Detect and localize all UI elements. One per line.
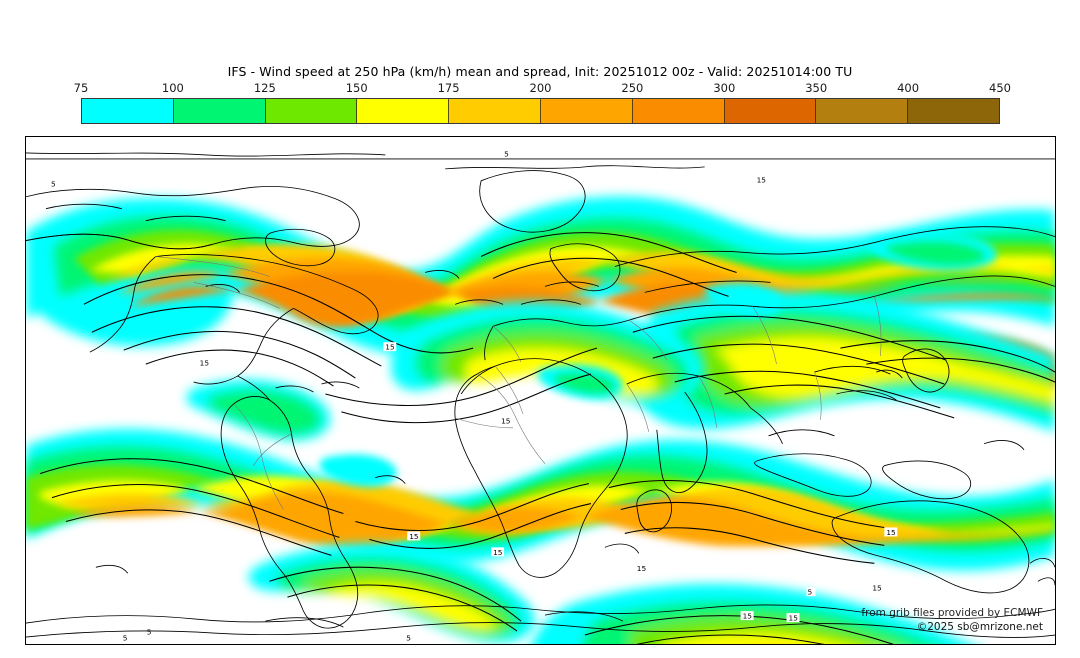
colorbar-tick-175: 175 [437, 81, 460, 95]
contour-label: 15 [754, 174, 768, 184]
contour-label: 5 [806, 587, 816, 597]
svg-text:15: 15 [757, 175, 767, 184]
colorbar-tick-200: 200 [529, 81, 552, 95]
svg-text:15: 15 [493, 548, 503, 557]
contour-label: 15 [383, 342, 397, 352]
sh-jet-amber [71, 492, 1055, 548]
svg-text:15: 15 [200, 359, 210, 368]
svg-text:15: 15 [886, 528, 896, 537]
sh-south-america-jet [248, 543, 535, 643]
svg-text:5: 5 [123, 634, 128, 643]
contour-label: 15 [491, 547, 505, 557]
svg-text:5: 5 [504, 149, 509, 158]
colorbar-band-250-300 [632, 99, 725, 123]
contour-label: 15 [197, 358, 211, 368]
colorbar-band-350-400 [816, 99, 909, 123]
colorbar-band-175-200 [449, 99, 541, 123]
map-panel[interactable]: 15 15 15 15 15 15 15 15 15 15 15 5 5 5 5… [25, 136, 1056, 645]
colorbar-tick-100: 100 [161, 81, 184, 95]
svg-text:15: 15 [743, 612, 753, 621]
colorbar-tick-150: 150 [345, 81, 368, 95]
contour-label: 5 [503, 148, 513, 158]
contour-label: 15 [786, 613, 800, 623]
contour-label-group: 15 15 15 15 15 15 15 15 15 15 15 5 5 5 5… [49, 148, 898, 643]
contour-label: 5 [121, 633, 131, 643]
colorbar-band-400-450 [908, 99, 999, 123]
colorbar: 75 100 125 150 175 200 250 300 350 400 450 [74, 81, 1011, 124]
colorbar-bands [81, 98, 1000, 124]
svg-text:15: 15 [872, 584, 882, 593]
contour-label: 15 [407, 531, 421, 541]
colorbar-band-300-350 [724, 99, 817, 123]
contour-label: 15 [884, 527, 898, 537]
contour-label: 5 [145, 627, 155, 637]
tropical-patches [319, 232, 997, 487]
svg-text:5: 5 [807, 588, 812, 597]
svg-text:5: 5 [406, 634, 411, 643]
contour-label: 15 [740, 611, 754, 621]
contour-label: 15 [634, 563, 648, 573]
colorbar-tick-125: 125 [253, 81, 276, 95]
subtropical-weak-1 [186, 379, 331, 441]
svg-text:15: 15 [501, 416, 511, 425]
colorbar-band-75-100 [82, 99, 174, 123]
colorbar-tick-450: 450 [989, 81, 1011, 95]
colorbar-band-125-150 [265, 99, 358, 123]
svg-text:5: 5 [147, 628, 152, 637]
svg-text:15: 15 [385, 343, 395, 352]
colorbar-tick-300: 300 [713, 81, 736, 95]
colorbar-tick-250: 250 [621, 81, 644, 95]
coastlines [26, 152, 1055, 638]
contour-label: 5 [405, 633, 415, 643]
spread-contours [39, 232, 1055, 644]
svg-text:15: 15 [637, 564, 647, 573]
colorbar-band-100-125 [173, 99, 266, 123]
colorbar-tick-350: 350 [805, 81, 828, 95]
page-title: IFS - Wind speed at 250 hPa (km/h) mean … [227, 64, 853, 79]
svg-text:15: 15 [409, 532, 419, 541]
svg-text:5: 5 [51, 179, 56, 188]
colorbar-tick-400: 400 [897, 81, 920, 95]
colorbar-ticks: 75 100 125 150 175 200 250 300 350 400 450 [74, 81, 1011, 97]
colorbar-tick-75: 75 [73, 81, 89, 95]
map-canvas: 15 15 15 15 15 15 15 15 15 15 15 5 5 5 5… [26, 137, 1055, 644]
contour-label: 15 [499, 415, 513, 425]
contour-label: 5 [49, 178, 59, 188]
contour-label: 15 [870, 583, 884, 593]
svg-text:15: 15 [789, 614, 799, 623]
country-borders [155, 256, 882, 510]
colorbar-band-200-250 [540, 99, 633, 123]
colorbar-band-150-175 [357, 99, 450, 123]
